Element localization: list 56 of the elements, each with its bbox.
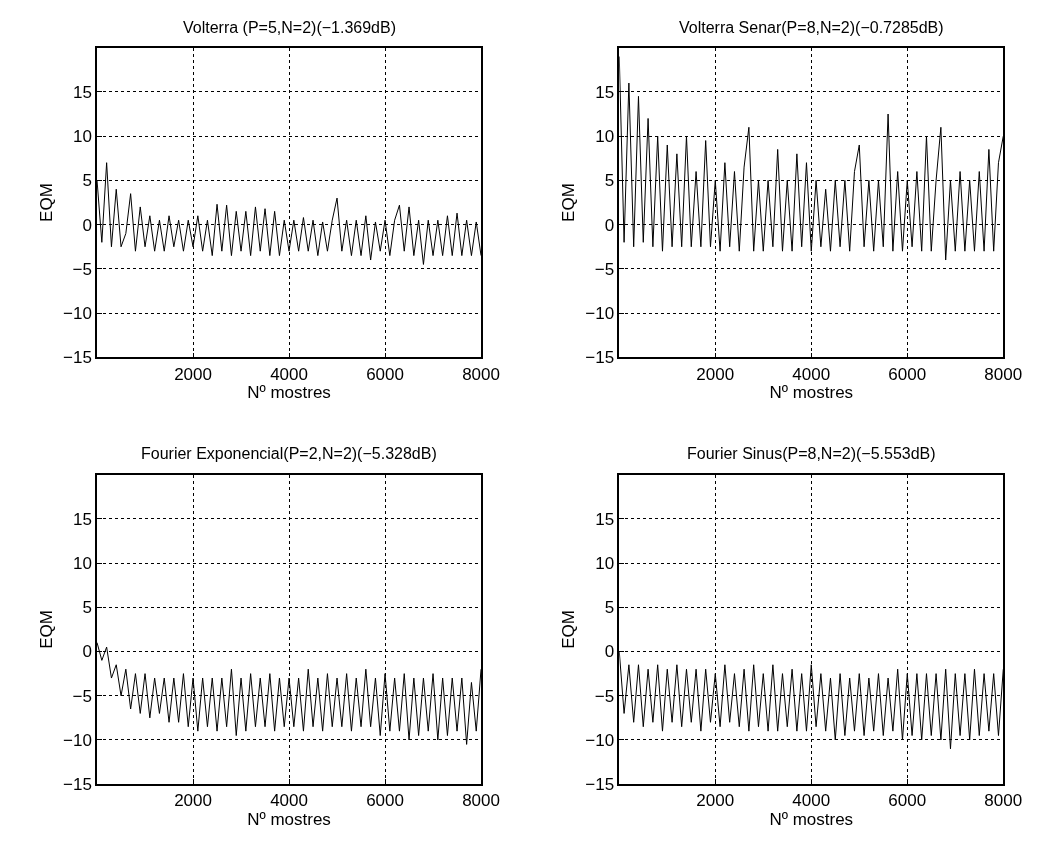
x-tick-label: 6000 <box>366 791 404 811</box>
y-tick-label: 0 <box>82 215 92 235</box>
x-tick-label: 8000 <box>984 791 1023 811</box>
y-tick-label: 0 <box>604 642 615 662</box>
x-tick-label: 6000 <box>888 791 927 811</box>
y-tick-label: −10 <box>585 730 615 750</box>
y-tick-label: −10 <box>63 304 92 324</box>
y-tick-label: −5 <box>594 259 615 279</box>
y-axis-title: EQM <box>37 183 57 222</box>
y-axis-title: EQM <box>559 183 579 222</box>
x-tick-label: 4000 <box>792 791 831 811</box>
y-tick-label: −15 <box>585 348 615 368</box>
y-tick-label: 5 <box>604 598 615 618</box>
x-tick-label: 6000 <box>366 364 404 384</box>
x-tick-label: 8000 <box>462 791 500 811</box>
x-axis-title: Nº mostres <box>769 810 854 830</box>
x-tick-label: 2000 <box>174 364 212 384</box>
x-tick-label: 2000 <box>174 791 212 811</box>
y-tick-label: 0 <box>82 642 92 662</box>
y-axis-title: EQM <box>559 610 579 649</box>
x-tick-label: 8000 <box>462 364 500 384</box>
y-tick-label: 15 <box>595 82 615 102</box>
y-tick-label: −15 <box>63 775 92 795</box>
y-tick-label: −5 <box>594 686 615 706</box>
y-tick-label: 10 <box>595 553 615 573</box>
y-tick-label: 10 <box>72 553 92 573</box>
x-axis-title: Nº mostres <box>247 383 331 403</box>
y-axis-title: EQM <box>37 610 57 649</box>
y-tick-label: −15 <box>63 348 92 368</box>
x-tick-label: 4000 <box>792 364 831 384</box>
y-tick-label: −5 <box>72 686 92 706</box>
x-tick-label: 4000 <box>270 791 308 811</box>
x-tick-label: 2000 <box>696 791 735 811</box>
x-axis-title: Nº mostres <box>769 383 854 403</box>
x-tick-label: 4000 <box>270 364 308 384</box>
y-tick-label: 15 <box>72 82 92 102</box>
chart-title: Volterra Senar(P=8,N=2)(−0.7285dB) <box>679 19 944 36</box>
y-tick-label: 0 <box>604 215 615 235</box>
y-tick-label: −10 <box>63 730 92 750</box>
chart-title: Fourier Sinus(P=8,N=2)(−5.553dB) <box>687 445 936 462</box>
y-tick-label: −5 <box>72 259 92 279</box>
y-tick-label: 10 <box>595 127 615 147</box>
y-tick-label: 15 <box>595 509 615 529</box>
chart-title: Fourier Exponencial(P=2,N=2)(−5.328dB) <box>141 445 437 462</box>
x-axis-title: Nº mostres <box>247 810 331 830</box>
y-tick-label: 5 <box>82 171 92 191</box>
y-tick-label: −15 <box>585 775 615 795</box>
x-tick-label: 8000 <box>984 364 1023 384</box>
y-tick-label: 10 <box>72 127 92 147</box>
y-tick-label: 15 <box>72 509 92 529</box>
y-tick-label: 5 <box>604 171 615 191</box>
y-tick-label: 5 <box>82 598 92 618</box>
x-tick-label: 6000 <box>888 364 927 384</box>
x-tick-label: 2000 <box>696 364 735 384</box>
chart-title: Volterra (P=5,N=2)(−1.369dB) <box>183 19 397 36</box>
y-tick-label: −10 <box>585 304 615 324</box>
